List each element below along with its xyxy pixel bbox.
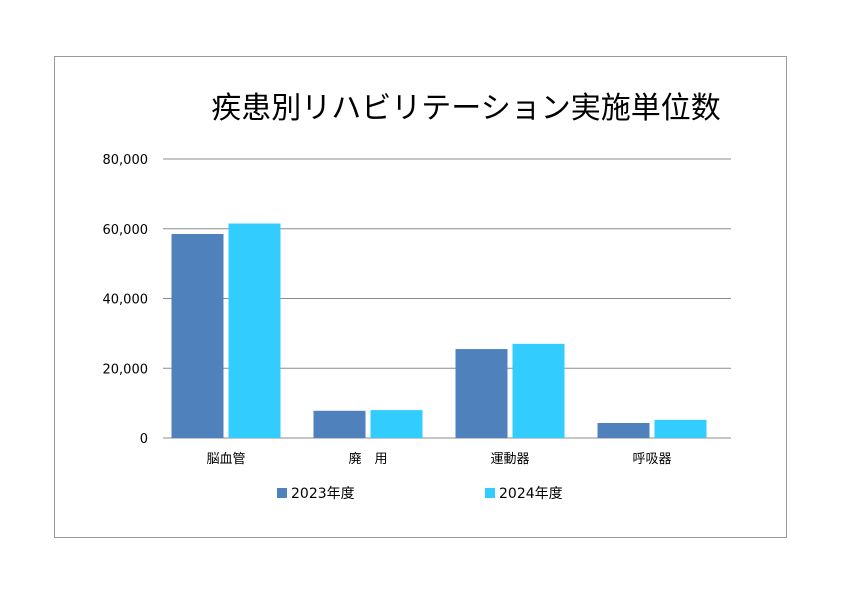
bar: [597, 423, 650, 438]
y-tick-label: 20,000: [103, 362, 149, 377]
legend-label: 2024年度: [499, 486, 563, 502]
bar: [370, 410, 423, 438]
bar: [171, 233, 224, 438]
bar: [228, 223, 281, 438]
bar: [455, 349, 508, 438]
legend-label: 2023年度: [291, 486, 355, 502]
x-tick-label: 廃 用: [348, 451, 387, 467]
x-tick-label: 呼吸器: [632, 452, 671, 467]
legend-swatch: [277, 488, 287, 498]
x-tick-label: 運動器: [490, 452, 529, 467]
legend-swatch: [485, 488, 495, 498]
y-tick-label: 60,000: [103, 223, 149, 238]
chart-title: 疾患別リハビリテーション実施単位数: [211, 91, 720, 126]
bar: [313, 410, 366, 438]
y-tick-label: 80,000: [103, 153, 149, 168]
x-tick-label: 脳血管: [206, 452, 245, 467]
y-tick-label: 40,000: [103, 293, 149, 308]
y-tick-label: 0: [140, 432, 148, 447]
bar: [654, 419, 707, 438]
bar: [512, 343, 565, 438]
